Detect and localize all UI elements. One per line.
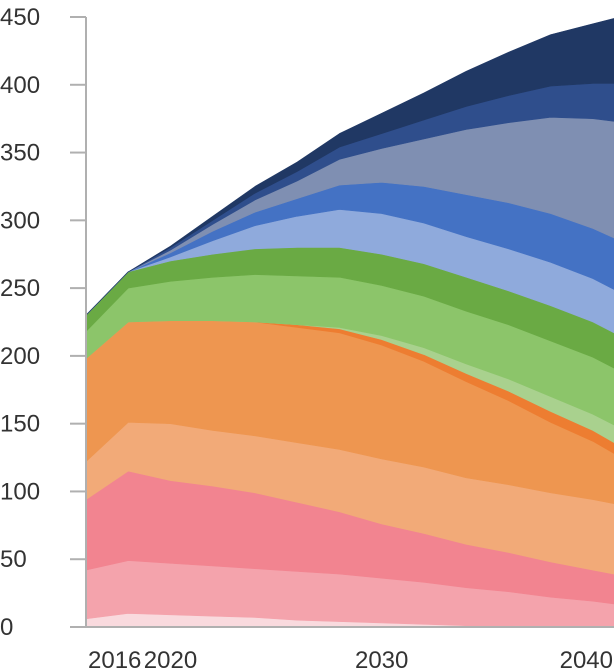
y-tick-label: 50: [0, 546, 27, 573]
area-series-group: [85, 18, 614, 628]
y-axis-ticks: 0 50 100 150 200 250 300 350 400 450: [0, 4, 86, 641]
x-tick-label: 2030: [355, 647, 408, 672]
y-tick-label: 400: [0, 72, 40, 99]
y-tick-label: 350: [0, 140, 40, 167]
area-series-14: [85, 18, 614, 316]
x-tick-label: 2020: [144, 647, 197, 672]
y-tick-label: 300: [0, 207, 40, 234]
y-tick-label: 200: [0, 343, 40, 370]
x-tick-label: 2016: [88, 647, 141, 672]
x-tick-label: 2040: [560, 647, 613, 672]
y-tick-label: 450: [0, 4, 40, 31]
y-tick-label: 150: [0, 411, 40, 438]
y-tick-label: 250: [0, 275, 40, 302]
x-axis-ticks: 2016 2020 2030 2040: [88, 647, 613, 672]
y-tick-label: 100: [0, 478, 40, 505]
axes-group: [85, 17, 614, 628]
y-tick-label: 0: [0, 614, 13, 641]
